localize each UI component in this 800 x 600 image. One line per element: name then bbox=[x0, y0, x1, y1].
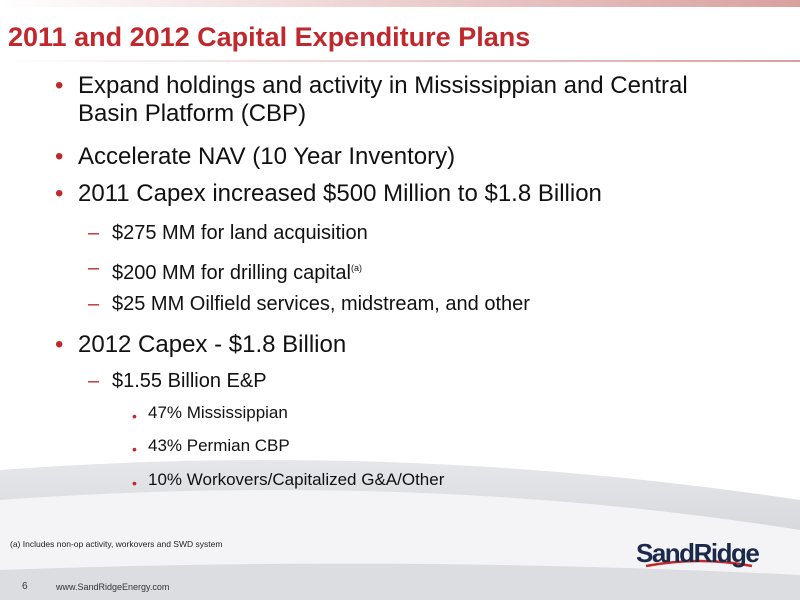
bullet-text: 10% Workovers/Capitalized G&A/Other bbox=[148, 470, 444, 490]
text: 2011 Capex increased $500 Million to $1.… bbox=[78, 180, 602, 207]
text: Accelerate NAV (10 Year Inventory) bbox=[78, 143, 456, 170]
bullet-text: $200 MM for drilling capital(a) bbox=[112, 256, 362, 285]
bullet-text: 2011 Capex increased $500 Million to $1.… bbox=[78, 180, 693, 208]
bullet-text: Accelerate NAV (10 Year Inventory) bbox=[78, 143, 693, 171]
top-bar bbox=[0, 0, 800, 7]
bullet-marker: – bbox=[88, 257, 100, 279]
logo: SandRidge bbox=[636, 538, 760, 568]
footnote: (a) Includes non-op activity, workovers … bbox=[10, 539, 223, 549]
title-rule bbox=[0, 60, 800, 62]
bullet-text: Expand holdings and activity in Mississi… bbox=[78, 72, 693, 128]
text: 2012 Capex - $1.8 Billion bbox=[78, 331, 347, 358]
website: www.SandRidgeEnergy.com bbox=[56, 582, 170, 592]
bullet-marker: • bbox=[132, 475, 137, 491]
superscript: (a) bbox=[351, 263, 362, 273]
bullet-text: 2012 Capex - $1.8 Billion bbox=[78, 331, 693, 359]
text: $275 MM for land acquisition bbox=[112, 222, 368, 244]
bullet-marker: – bbox=[88, 293, 100, 315]
bullet-marker: – bbox=[88, 222, 100, 244]
logo-swoosh bbox=[645, 559, 753, 568]
text: Expand holdings and activity in Mississi… bbox=[78, 72, 688, 127]
bullet-text: 43% Permian CBP bbox=[148, 436, 290, 456]
text: $200 MM for drilling capital bbox=[112, 262, 351, 284]
bullet-text: 47% Mississippian bbox=[148, 403, 288, 423]
bullet-marker: • bbox=[55, 72, 64, 99]
page-number: 6 bbox=[22, 581, 28, 592]
bullet-text: $275 MM for land acquisition bbox=[112, 221, 368, 245]
bullet-text: $25 MM Oilfield services, midstream, and… bbox=[112, 292, 530, 316]
title: 2011 and 2012 Capital Expenditure Plans bbox=[8, 22, 531, 52]
bullet-marker: • bbox=[55, 143, 64, 170]
text: 47% Mississippian bbox=[148, 403, 288, 422]
bullet-text: $1.55 Billion E&P bbox=[112, 369, 267, 393]
bullet-marker: • bbox=[132, 408, 137, 424]
text: 10% Workovers/Capitalized G&A/Other bbox=[148, 470, 445, 489]
bullet-marker: • bbox=[132, 441, 137, 457]
footer-band bbox=[0, 563, 800, 600]
text: $25 MM Oilfield services, midstream, and… bbox=[112, 293, 530, 315]
text: $1.55 Billion E&P bbox=[112, 370, 267, 392]
text: 43% Permian CBP bbox=[148, 436, 290, 455]
bullet-marker: • bbox=[55, 180, 64, 207]
bullet-marker: • bbox=[55, 331, 64, 358]
bullet-marker: – bbox=[88, 370, 100, 392]
